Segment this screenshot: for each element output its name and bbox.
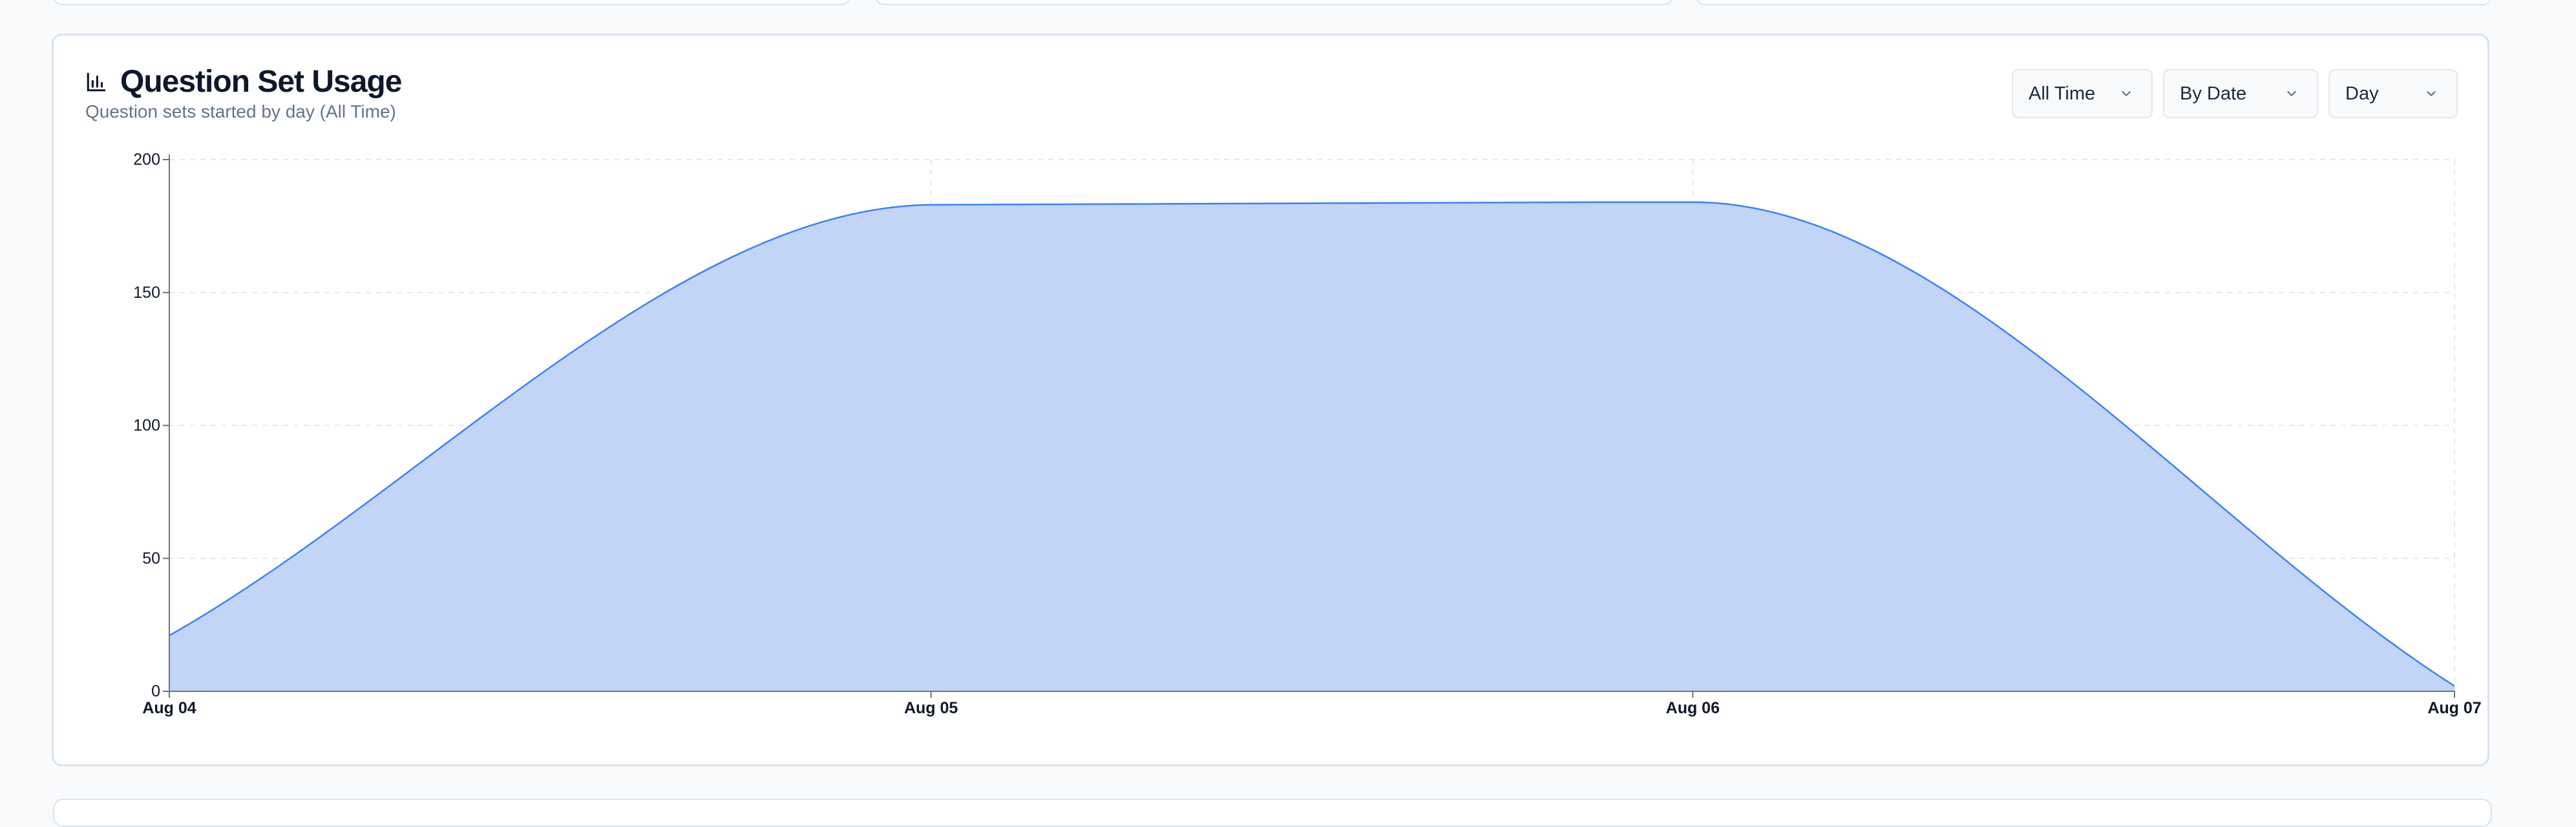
card-header: Question Set Usage: [85, 64, 402, 99]
x-tick-label: Aug 05: [904, 699, 958, 717]
chevron-down-icon: [2122, 91, 2131, 96]
series-line: [169, 201, 2455, 687]
y-tick-label: 150: [133, 284, 160, 302]
interval-value: Day: [2345, 83, 2379, 104]
y-tick-label: 100: [133, 417, 160, 435]
x-tick-label: Aug 07: [2427, 699, 2481, 717]
interval-select[interactable]: Day: [2328, 69, 2458, 118]
x-tick-label: Aug 06: [1666, 699, 1720, 717]
x-tick-label: Aug 04: [142, 699, 196, 717]
question-set-usage-card: Question Set Usage Question sets started…: [52, 34, 2489, 766]
chevron-down-icon: [2287, 91, 2296, 96]
time-range-select[interactable]: All Time: [2012, 69, 2153, 118]
y-tick-label: 200: [133, 151, 160, 169]
top-card-2: [875, 0, 1673, 5]
y-tick-label: 50: [142, 549, 160, 567]
grouping-select[interactable]: By Date: [2163, 69, 2318, 118]
card-subtitle: Question sets started by day (All Time): [85, 101, 396, 121]
y-tick-label: 0: [151, 682, 160, 700]
top-card-1: [53, 0, 850, 5]
usage-area-chart: 0 50 100 150 200 Aug 04 Aug 05 Aug 06 Aug 07: [133, 151, 2481, 717]
area-fill: [169, 202, 2455, 692]
chevron-down-icon: [2427, 91, 2436, 96]
grouping-value: By Date: [2180, 83, 2247, 104]
bottom-card: [53, 799, 2492, 827]
card-title: Question Set Usage: [120, 65, 402, 99]
bar-chart-icon: [87, 72, 106, 91]
top-card-3: [1696, 0, 2492, 5]
time-range-value: All Time: [2029, 83, 2096, 104]
chart-controls: All Time By Date Day: [2012, 69, 2458, 118]
